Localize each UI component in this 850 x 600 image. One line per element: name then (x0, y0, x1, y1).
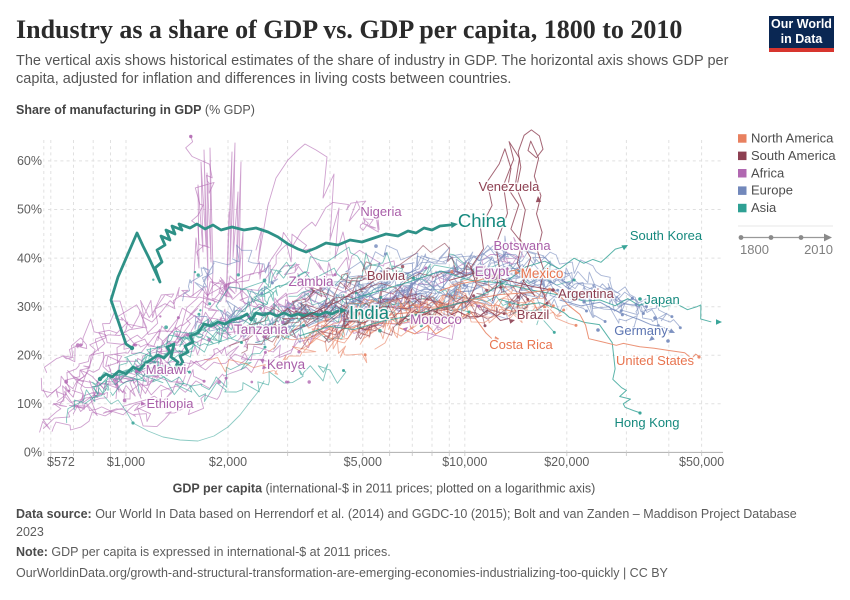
svg-text:Africa: Africa (751, 165, 785, 180)
svg-text:$1,000: $1,000 (107, 455, 145, 469)
svg-text:2010: 2010 (804, 242, 833, 257)
svg-text:Europe: Europe (751, 183, 793, 198)
svg-text:$50,000: $50,000 (679, 455, 724, 469)
svg-text:North America: North America (751, 131, 834, 146)
svg-text:South Korea: South Korea (630, 228, 703, 243)
svg-text:South America: South America (751, 148, 836, 163)
svg-text:Tanzania: Tanzania (234, 322, 289, 337)
svg-text:Ethiopia: Ethiopia (147, 396, 195, 411)
svg-text:Morocco: Morocco (410, 312, 462, 327)
svg-text:50%: 50% (17, 203, 42, 217)
svg-text:$10,000: $10,000 (442, 455, 487, 469)
svg-text:Mexico: Mexico (521, 266, 564, 281)
svg-text:40%: 40% (17, 251, 42, 265)
svg-text:20%: 20% (17, 348, 42, 362)
svg-text:$20,000: $20,000 (544, 455, 589, 469)
svg-text:China: China (458, 210, 507, 231)
svg-text:60%: 60% (17, 154, 42, 168)
svg-text:India: India (349, 302, 390, 323)
svg-text:0%: 0% (24, 446, 42, 460)
svg-text:$2,000: $2,000 (209, 455, 247, 469)
svg-text:Costa Rica: Costa Rica (489, 337, 553, 352)
svg-text:Hong Kong: Hong Kong (614, 415, 679, 430)
svg-text:Zambia: Zambia (288, 274, 334, 289)
svg-text:Argentina: Argentina (558, 286, 614, 301)
svg-text:Malawi: Malawi (146, 362, 187, 377)
svg-text:United States: United States (616, 353, 695, 368)
svg-text:Bolivia: Bolivia (367, 268, 406, 283)
svg-text:Kenya: Kenya (267, 357, 306, 372)
svg-text:Nigeria: Nigeria (360, 204, 402, 219)
svg-text:1800: 1800 (740, 242, 769, 257)
svg-text:30%: 30% (17, 300, 42, 314)
svg-text:Brazil: Brazil (517, 307, 550, 322)
svg-text:Asia: Asia (751, 200, 777, 215)
svg-text:Germany: Germany (614, 323, 668, 338)
svg-text:Japan: Japan (644, 292, 679, 307)
svg-text:$572: $572 (47, 455, 75, 469)
svg-text:Botswana: Botswana (493, 238, 551, 253)
svg-text:10%: 10% (17, 397, 42, 411)
svg-text:$5,000: $5,000 (344, 455, 382, 469)
svg-text:Egypt: Egypt (475, 264, 510, 279)
svg-text:Venezuela: Venezuela (479, 179, 540, 194)
svg-text:GDP per capita (international-: GDP per capita (international-$ in 2011 … (173, 482, 596, 496)
